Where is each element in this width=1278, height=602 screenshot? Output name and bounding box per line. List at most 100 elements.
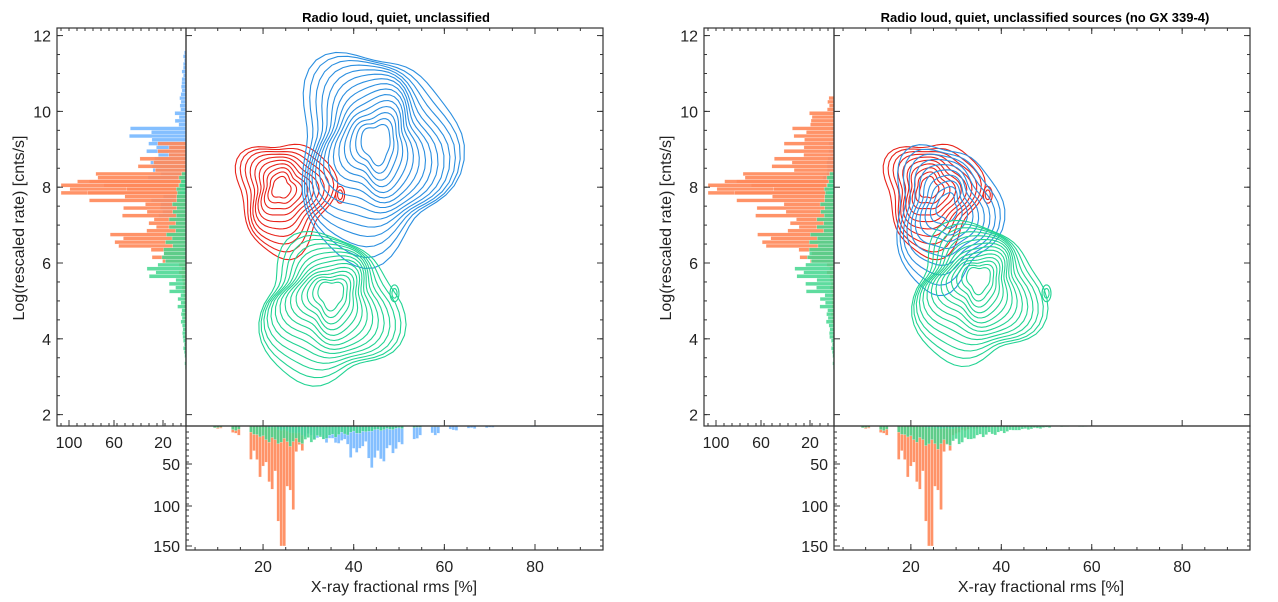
histogram-bar — [318, 425, 323, 438]
contour-line — [260, 234, 402, 379]
x-tick-label: 60 — [435, 559, 453, 576]
bottom-hist-tick-label: 100 — [153, 499, 180, 516]
histogram-bar — [168, 217, 187, 222]
histogram-bar — [165, 259, 187, 264]
histogram-bar — [827, 107, 835, 112]
histogram-bar — [783, 149, 835, 154]
histogram-bar — [969, 425, 973, 440]
histogram-bar — [291, 425, 295, 442]
histogram-bar — [803, 145, 835, 150]
contour-line — [244, 151, 330, 245]
histogram-bar — [181, 80, 187, 86]
y-tick-label: 8 — [689, 180, 698, 197]
contour-line — [882, 143, 986, 261]
histogram-bar — [330, 425, 335, 435]
histogram-bar — [430, 425, 434, 434]
histogram-bar — [370, 425, 374, 432]
histogram-bar — [321, 425, 326, 440]
y-tick-label: 6 — [689, 256, 698, 273]
histogram-bar — [376, 425, 380, 451]
y-tick-label: 2 — [42, 408, 51, 425]
histogram-bar — [966, 425, 970, 440]
histogram-bar — [816, 278, 835, 283]
histogram-bar — [176, 194, 187, 199]
histogram-bar — [180, 293, 187, 298]
histogram-bar — [828, 179, 835, 184]
contour-line — [263, 167, 303, 210]
histogram-bar — [978, 425, 982, 435]
histogram-bar — [180, 300, 187, 305]
histogram-bar — [816, 285, 835, 290]
histogram-bar — [826, 175, 835, 180]
histogram-bar — [172, 243, 187, 248]
histogram-bar — [157, 262, 187, 267]
histogram-bar — [829, 103, 835, 108]
histogram-bar — [180, 84, 187, 89]
histogram-bar — [129, 133, 187, 139]
histogram-bar — [282, 425, 286, 547]
histogram-bar — [803, 152, 835, 158]
contour-line — [915, 171, 945, 204]
histogram-bar — [819, 296, 835, 302]
contour-line — [303, 55, 461, 259]
contour-series-unclassified — [911, 219, 1052, 368]
histogram-bar — [155, 168, 187, 173]
chart-title: Radio loud, quiet, unclassified sources … — [881, 10, 1210, 25]
contour-peak — [1043, 287, 1050, 299]
histogram-bar — [379, 425, 383, 460]
contour-line — [940, 249, 1009, 324]
chart-plot-area: 2 4 6 8 10 12 20 40 60 80 100 60 20 50 100 150 — [680, 27, 1251, 576]
histogram-bar — [249, 425, 253, 433]
histogram-bar — [816, 217, 835, 222]
histogram-bar — [60, 183, 187, 188]
bottom-histogram-frame — [833, 425, 1251, 551]
histogram-bar — [264, 425, 268, 440]
left-histogram-frame — [703, 27, 835, 427]
histogram-bar — [774, 156, 835, 161]
contour-line — [914, 169, 980, 250]
y-tick-label: 4 — [42, 332, 51, 349]
contour-line — [935, 246, 1013, 328]
left-hist-tick-label: 100 — [703, 435, 730, 452]
axes: 2 4 6 8 10 12 20 40 60 80 100 60 20 50 100 150 — [33, 28, 604, 576]
histogram-bar — [897, 425, 901, 433]
histogram-bar — [179, 183, 187, 188]
contour-peak — [1041, 284, 1052, 303]
contour-layer — [234, 51, 465, 387]
chart-plot-area: 2 4 6 8 10 12 20 40 60 80 100 60 20 50 100 150 — [33, 27, 604, 576]
left-hist-tick-label: 20 — [154, 435, 172, 452]
histogram-bar — [297, 425, 301, 443]
histogram-bar — [255, 425, 259, 435]
contour-line — [355, 118, 395, 174]
histogram-bar — [168, 152, 187, 158]
contour-line — [258, 230, 407, 387]
histogram-bar — [294, 425, 298, 439]
contour-line — [239, 147, 335, 253]
histogram-bar — [397, 425, 401, 443]
histogram-bar — [146, 266, 187, 271]
histogram-bar — [793, 133, 835, 139]
histogram-bar — [139, 156, 187, 161]
contour-line — [295, 266, 359, 336]
histogram-bar — [912, 425, 916, 440]
histogram-bar — [900, 425, 904, 435]
histogram-bar — [933, 425, 937, 444]
contour-line — [919, 174, 974, 243]
histogram-bar — [77, 179, 187, 184]
histogram-bar — [829, 331, 835, 336]
contour-line — [306, 59, 456, 248]
histogram-bar — [924, 425, 928, 446]
histogram-bar — [367, 425, 371, 432]
histogram-bar — [273, 425, 277, 440]
histogram-bar — [163, 247, 187, 252]
bottom-hist-tick-label: 150 — [801, 539, 828, 556]
histogram-bar — [148, 274, 187, 279]
histogram-bar — [823, 221, 835, 226]
histogram-bar — [825, 190, 835, 195]
x-tick-label: 80 — [526, 559, 544, 576]
contour-line — [317, 281, 345, 312]
histogram-bar — [927, 425, 931, 445]
histogram-bar — [810, 259, 835, 264]
contour-line — [918, 231, 1034, 346]
histogram-bar — [809, 240, 835, 245]
